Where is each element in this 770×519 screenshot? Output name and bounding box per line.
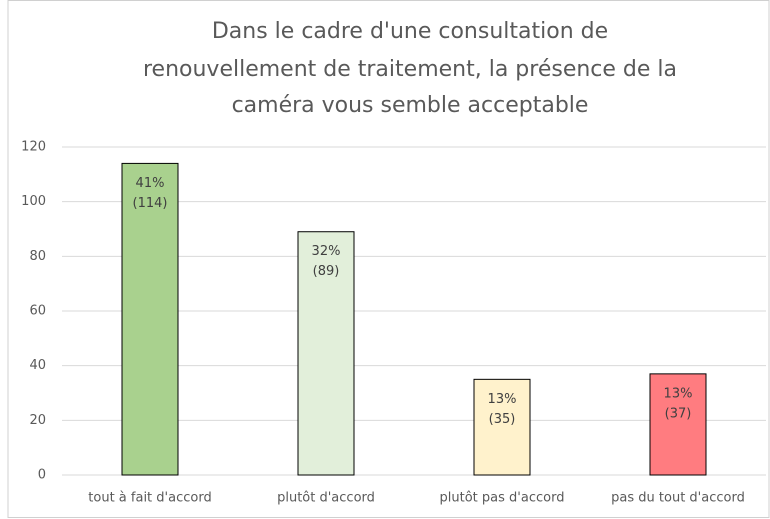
- data-label: (114): [133, 196, 168, 211]
- y-tick-label: 100: [21, 194, 46, 209]
- bar: [649, 373, 707, 476]
- chart-title: Dans le cadre d'une consultation de: [212, 19, 608, 44]
- data-label: 41%: [136, 176, 165, 191]
- x-tick-label: pas du tout d'accord: [611, 491, 745, 506]
- y-tick-label: 20: [29, 413, 46, 428]
- chart-title: caméra vous semble acceptable: [232, 93, 589, 118]
- data-label: (35): [489, 412, 516, 427]
- data-label: (37): [665, 406, 692, 421]
- bar: [473, 378, 531, 476]
- x-tick-label: plutôt pas d'accord: [440, 491, 565, 506]
- y-tick-label: 120: [21, 140, 46, 155]
- y-tick-label: 60: [29, 304, 46, 319]
- x-tick-label: plutôt d'accord: [277, 491, 375, 506]
- chart-title: renouvellement de traitement, la présenc…: [143, 57, 677, 82]
- bar: [297, 231, 355, 476]
- bar: [121, 162, 179, 476]
- y-tick-label: 40: [29, 358, 46, 373]
- data-label: 13%: [488, 392, 517, 407]
- data-label: 13%: [664, 386, 693, 401]
- data-label: 32%: [312, 244, 341, 259]
- y-tick-label: 0: [38, 468, 46, 483]
- data-label: (89): [313, 264, 340, 279]
- x-tick-label: tout à fait d'accord: [88, 491, 211, 506]
- y-tick-label: 80: [29, 249, 46, 264]
